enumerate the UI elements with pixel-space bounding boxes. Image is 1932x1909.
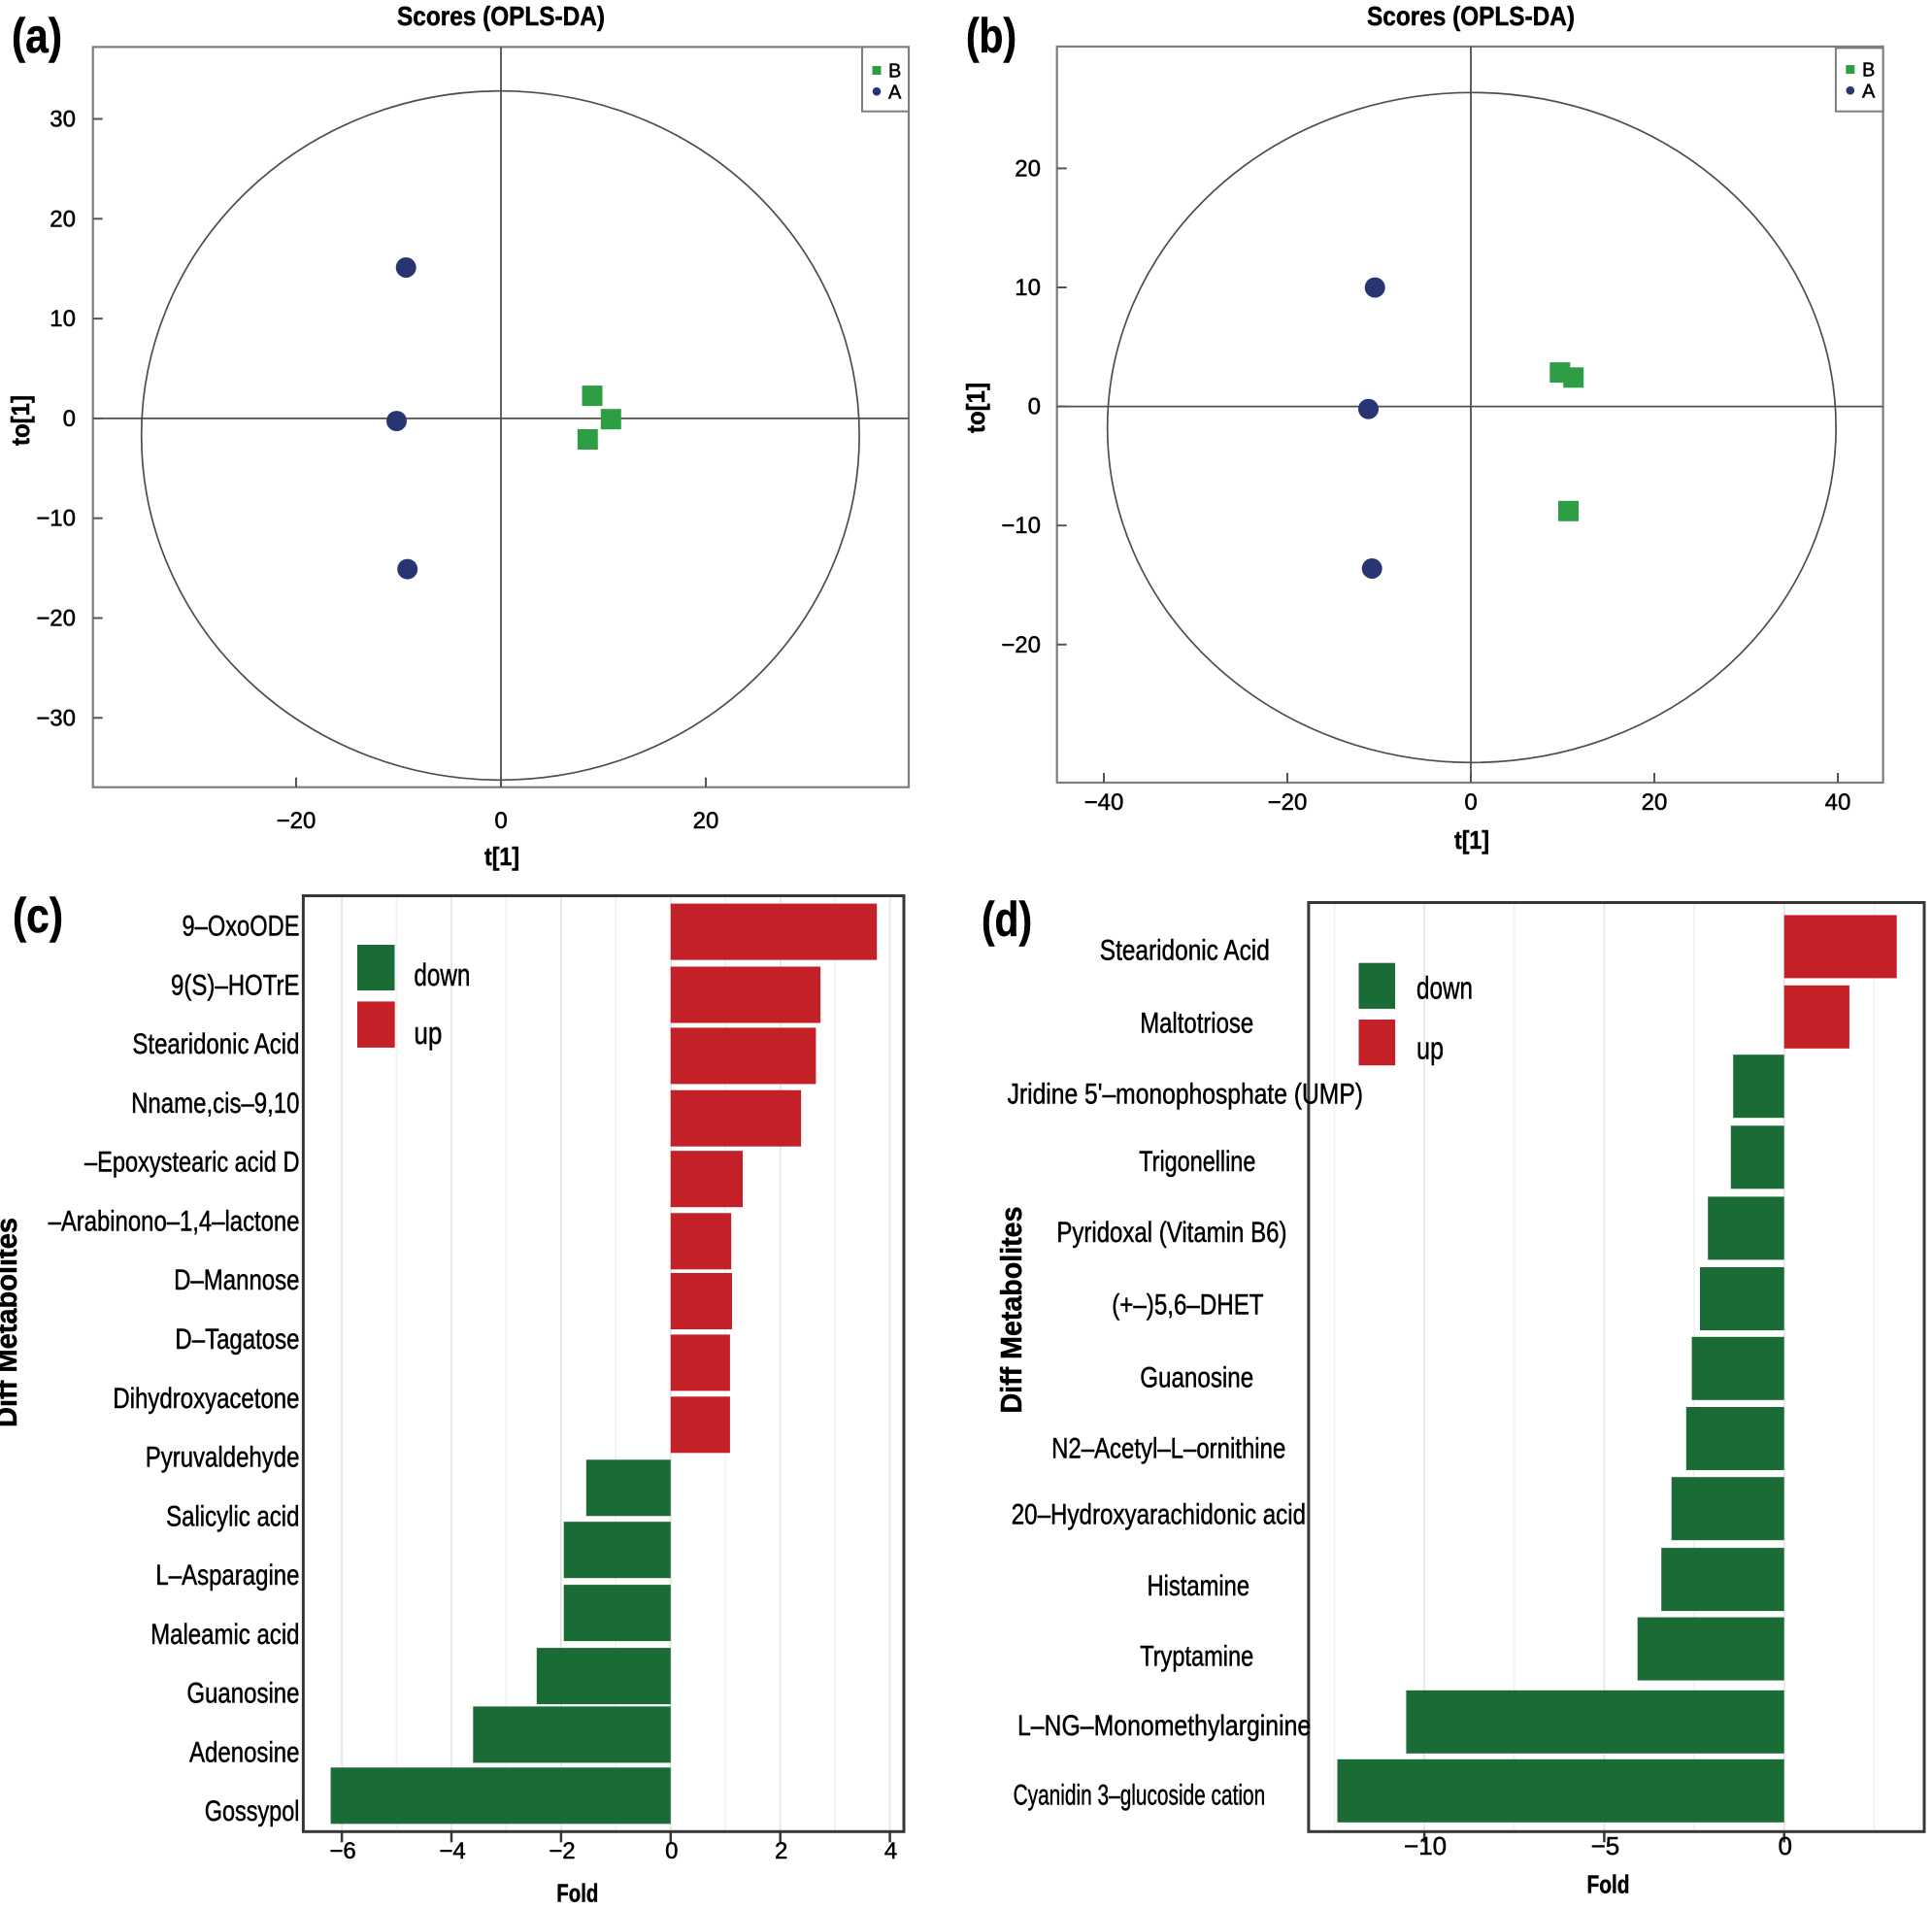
svg-text:−4: −4 xyxy=(439,1838,465,1864)
svg-text:Adenosine: Adenosine xyxy=(189,1736,300,1768)
svg-text:Scores (OPLS-DA): Scores (OPLS-DA) xyxy=(397,1,605,31)
svg-text:40: 40 xyxy=(1825,789,1851,816)
svg-text:to[1]: to[1] xyxy=(6,395,35,446)
svg-text:L–NG–Monomethylarginine: L–NG–Monomethylarginine xyxy=(1017,1710,1311,1742)
svg-text:down: down xyxy=(1416,970,1473,1005)
svg-text:Stearidonic Acid: Stearidonic Acid xyxy=(1100,934,1270,966)
svg-text:D–Tagatose: D–Tagatose xyxy=(175,1323,299,1356)
svg-text:0: 0 xyxy=(1464,789,1477,816)
svg-text:Fold: Fold xyxy=(556,1879,598,1908)
svg-text:Pyruvaldehyde: Pyruvaldehyde xyxy=(146,1442,300,1474)
svg-text:Gossypol: Gossypol xyxy=(205,1795,300,1827)
svg-text:20: 20 xyxy=(1642,789,1668,816)
svg-text:−20: −20 xyxy=(277,808,316,834)
svg-text:Diff Metabolites: Diff Metabolites xyxy=(994,1207,1028,1414)
svg-text:0: 0 xyxy=(665,1838,678,1864)
svg-text:t[1]: t[1] xyxy=(484,842,519,871)
svg-text:0: 0 xyxy=(1778,1831,1791,1860)
svg-text:Jridine 5'–monophosphate (UMP): Jridine 5'–monophosphate (UMP) xyxy=(1008,1079,1363,1111)
svg-text:Histamine: Histamine xyxy=(1148,1570,1250,1602)
svg-text:B: B xyxy=(1862,60,1875,82)
svg-text:up: up xyxy=(1416,1030,1444,1065)
svg-text:−5: −5 xyxy=(1591,1831,1620,1860)
svg-text:A: A xyxy=(888,83,902,104)
svg-text:(+–)5,6–DHET: (+–)5,6–DHET xyxy=(1112,1289,1263,1322)
svg-text:Tryptamine: Tryptamine xyxy=(1140,1640,1253,1672)
svg-text:20: 20 xyxy=(50,206,76,232)
svg-text:−6: −6 xyxy=(329,1838,355,1864)
svg-text:Fold: Fold xyxy=(1587,1870,1630,1899)
svg-text:30: 30 xyxy=(50,107,76,133)
svg-text:L–Asparagine: L–Asparagine xyxy=(155,1559,299,1591)
svg-text:−10: −10 xyxy=(1001,513,1041,539)
svg-text:−40: −40 xyxy=(1084,789,1124,816)
svg-text:Salicylic acid: Salicylic acid xyxy=(166,1500,299,1532)
svg-text:Dihydroxyacetone: Dihydroxyacetone xyxy=(113,1383,299,1415)
svg-text:−10: −10 xyxy=(36,506,76,532)
svg-text:Cyanidin 3–glucoside cation: Cyanidin 3–glucoside cation xyxy=(1014,1780,1266,1812)
svg-text:−20: −20 xyxy=(1001,632,1041,658)
svg-text:−2: −2 xyxy=(549,1838,575,1864)
svg-text:Trigonelline: Trigonelline xyxy=(1139,1146,1255,1178)
svg-text:20–Hydroxyarachidonic acid: 20–Hydroxyarachidonic acid xyxy=(1012,1499,1306,1531)
svg-text:(b): (b) xyxy=(966,9,1016,63)
svg-text:Guanosine: Guanosine xyxy=(1140,1362,1253,1394)
svg-text:down: down xyxy=(414,957,470,992)
svg-text:20: 20 xyxy=(693,808,719,834)
svg-text:10: 10 xyxy=(50,306,76,332)
svg-text:(d): (d) xyxy=(982,892,1032,947)
svg-text:−20: −20 xyxy=(1268,789,1308,816)
svg-text:(a): (a) xyxy=(12,9,62,63)
svg-text:N2–Acetyl–L–ornithine: N2–Acetyl–L–ornithine xyxy=(1051,1433,1285,1465)
svg-text:0: 0 xyxy=(494,808,507,834)
svg-text:4: 4 xyxy=(884,1838,897,1864)
svg-text:–Arabinono–1,4–lactone: –Arabinono–1,4–lactone xyxy=(49,1206,300,1238)
svg-text:−10: −10 xyxy=(1404,1831,1447,1860)
svg-text:B: B xyxy=(888,61,901,83)
svg-text:9–OxoODE: 9–OxoODE xyxy=(183,911,300,943)
svg-text:–Epoxystearic acid D: –Epoxystearic acid D xyxy=(84,1147,300,1179)
svg-text:10: 10 xyxy=(1015,275,1041,301)
svg-text:0: 0 xyxy=(63,406,76,432)
svg-text:2: 2 xyxy=(775,1838,787,1864)
svg-text:9(S)–HOTrE: 9(S)–HOTrE xyxy=(171,969,300,1001)
svg-text:Maleamic acid: Maleamic acid xyxy=(150,1619,299,1651)
svg-text:t[1]: t[1] xyxy=(1454,825,1489,854)
svg-text:Scores (OPLS-DA): Scores (OPLS-DA) xyxy=(1367,1,1575,31)
svg-text:Diff Metabolites: Diff Metabolites xyxy=(0,1218,23,1427)
svg-text:D–Mannose: D–Mannose xyxy=(174,1264,299,1296)
svg-text:Stearidonic Acid: Stearidonic Acid xyxy=(132,1028,299,1060)
svg-text:(c): (c) xyxy=(13,888,63,943)
svg-text:Maltotriose: Maltotriose xyxy=(1140,1008,1253,1040)
svg-text:A: A xyxy=(1862,82,1876,103)
svg-text:20: 20 xyxy=(1015,155,1041,182)
svg-text:−30: −30 xyxy=(36,705,76,731)
svg-text:to[1]: to[1] xyxy=(961,383,990,433)
svg-text:up: up xyxy=(414,1016,442,1051)
svg-text:Guanosine: Guanosine xyxy=(186,1678,299,1710)
svg-text:Nname,cis–9,10: Nname,cis–9,10 xyxy=(131,1088,299,1120)
svg-text:0: 0 xyxy=(1028,394,1041,420)
svg-text:Pyridoxal (Vitamin B6): Pyridoxal (Vitamin B6) xyxy=(1056,1217,1286,1249)
svg-text:−20: −20 xyxy=(36,606,76,632)
